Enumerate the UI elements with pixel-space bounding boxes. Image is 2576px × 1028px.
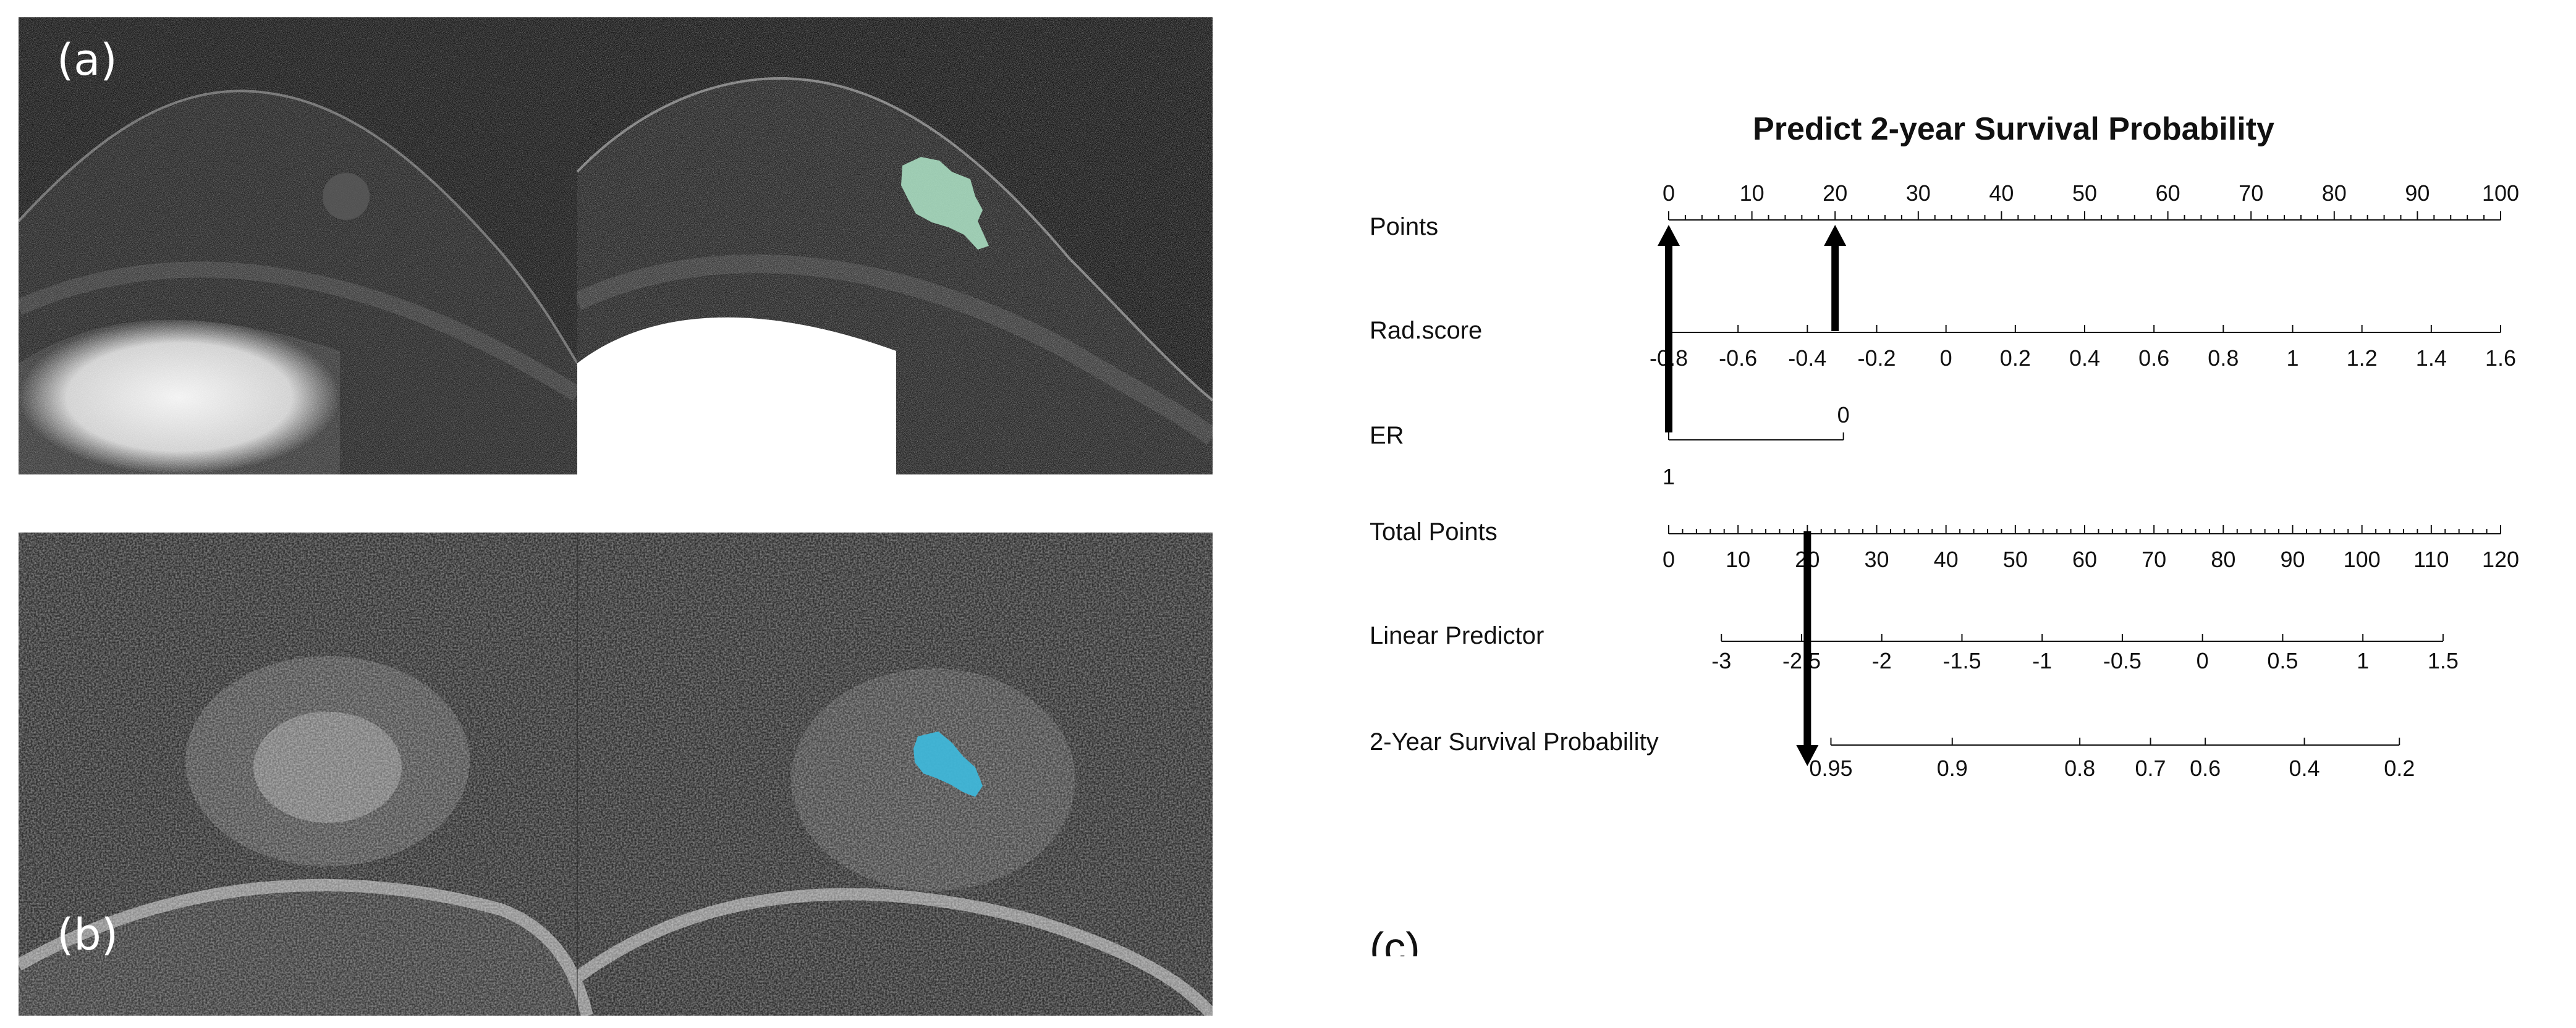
row-tick-label-5: 0.4 — [2289, 756, 2320, 781]
row-tick-label-3: 60 — [2072, 547, 2097, 572]
panel-b-label: (b) — [57, 909, 119, 960]
nomogram-panel: Predict 2-year Survival Probability Poin… — [1283, 54, 2576, 956]
row-tick-label-4: 1.5 — [2428, 648, 2459, 673]
row-tick-label-4: -2.5 — [1782, 648, 1821, 673]
row-tick-label-5: 0.2 — [2384, 756, 2415, 781]
row-tick-label-3: 110 — [2413, 547, 2449, 572]
er-tick-label-1: 1 — [1663, 464, 1675, 489]
row-tick-label-0: 30 — [1906, 180, 1931, 206]
row-label-4: Linear Predictor — [1370, 622, 1544, 649]
row-tick-label-0: 90 — [2405, 180, 2430, 206]
row-tick-label-1: 1.4 — [2416, 345, 2447, 371]
row-tick-label-5: 0.95 — [1809, 756, 1852, 781]
row-label-2: ER — [1370, 422, 1404, 449]
row-tick-label-0: 100 — [2482, 180, 2519, 206]
row-tick-label-1: 0.8 — [2208, 345, 2239, 371]
row-tick-label-3: 70 — [2142, 547, 2166, 572]
roi-overlay-b — [913, 731, 983, 797]
row-tick-label-3: 0 — [1663, 547, 1675, 572]
row-tick-label-1: 1.6 — [2485, 345, 2516, 371]
row-tick-label-4: 0.5 — [2267, 648, 2298, 673]
row-tick-label-4: 0 — [2197, 648, 2209, 673]
row-tick-label-0: 0 — [1663, 180, 1675, 206]
row-tick-label-3: 30 — [1864, 547, 1889, 572]
arrow-er-to-points-head — [1658, 225, 1680, 246]
row-tick-label-3: 50 — [2003, 547, 2028, 572]
panel-a-label: (a) — [57, 35, 117, 85]
row-tick-label-0: 80 — [2322, 180, 2347, 206]
row-tick-label-0: 70 — [2239, 180, 2263, 206]
row-tick-label-4: -0.5 — [2103, 648, 2142, 673]
nomogram-chart: Predict 2-year Survival Probability Poin… — [1370, 111, 2519, 956]
arrow-total-to-survival-head — [1796, 745, 1819, 766]
er-tick-label-0: 0 — [1837, 402, 1850, 428]
row-label-3: Total Points — [1370, 518, 1498, 546]
row-tick-label-1: 0.4 — [2069, 345, 2100, 371]
row-tick-label-1: -0.6 — [1719, 345, 1757, 371]
row-tick-label-4: 1 — [2357, 648, 2369, 673]
row-tick-label-0: 50 — [2072, 180, 2097, 206]
row-tick-label-1: 0 — [1940, 345, 1952, 371]
panel-b-image: (b) — [19, 533, 1213, 1016]
row-tick-label-5: 0.6 — [2190, 756, 2221, 781]
row-tick-label-0: 10 — [1740, 180, 1765, 206]
row-label-1: Rad.score — [1370, 317, 1482, 344]
row-label-5: 2-Year Survival Probability — [1370, 728, 1659, 756]
row-tick-label-1: -0.2 — [1857, 345, 1896, 371]
row-tick-label-5: 0.8 — [2064, 756, 2095, 781]
row-tick-label-0: 20 — [1823, 180, 1847, 206]
row-tick-label-3: 90 — [2280, 547, 2305, 572]
row-tick-label-3: 40 — [1934, 547, 1959, 572]
panel-a-image: (a) — [19, 17, 1213, 474]
row-tick-label-3: 10 — [1726, 547, 1750, 572]
row-tick-label-5: 0.7 — [2135, 756, 2166, 781]
row-tick-label-4: -2 — [1872, 648, 1892, 673]
row-tick-label-3: 120 — [2482, 547, 2519, 572]
row-label-0: Points — [1370, 213, 1438, 240]
row-tick-label-5: 0.9 — [1937, 756, 1968, 781]
row-tick-label-1: 0.2 — [2000, 345, 2031, 371]
row-tick-label-4: -1 — [2032, 648, 2052, 673]
row-tick-label-4: -3 — [1711, 648, 1731, 673]
chart-title: Predict 2-year Survival Probability — [1753, 111, 2274, 147]
row-tick-label-4: -1.5 — [1943, 648, 1981, 673]
row-tick-label-1: 1.2 — [2347, 345, 2378, 371]
row-tick-label-1: 0.6 — [2138, 345, 2169, 371]
row-tick-label-0: 40 — [1989, 180, 2014, 206]
row-tick-label-3: 100 — [2344, 547, 2381, 572]
row-tick-label-3: 80 — [2211, 547, 2235, 572]
row-tick-label-0: 60 — [2156, 180, 2180, 206]
panel-c-label: (c) — [1370, 924, 1420, 956]
roi-overlay-a — [901, 157, 989, 250]
arrow-radscore-to-points-head — [1824, 225, 1847, 246]
row-tick-label-1: -0.4 — [1788, 345, 1826, 371]
row-tick-label-1: 1 — [2286, 345, 2298, 371]
